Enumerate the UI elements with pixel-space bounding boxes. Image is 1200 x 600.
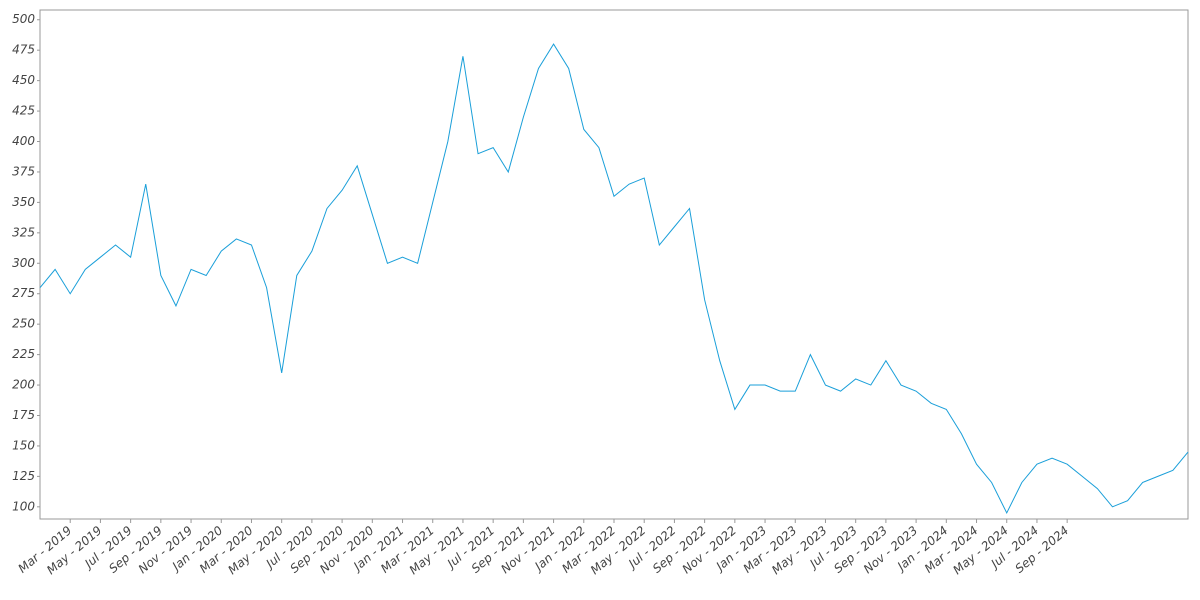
y-tick-label: 150	[12, 438, 35, 452]
y-tick-label: 500	[12, 12, 35, 26]
y-tick-label: 275	[12, 286, 35, 300]
plot-frame	[39, 9, 1189, 520]
line-series	[39, 43, 1189, 515]
y-tick-label: 450	[12, 73, 35, 87]
y-tick-label: 125	[12, 469, 35, 483]
y-tick-label: 100	[12, 499, 35, 513]
y-tick-label: 375	[12, 164, 35, 178]
y-tick-label: 350	[12, 195, 35, 209]
y-tick-label: 475	[12, 43, 35, 57]
y-tick-label: 325	[12, 225, 35, 239]
y-tick-label: 250	[12, 317, 35, 331]
y-tick-label: 225	[12, 347, 35, 361]
y-tick-label: 400	[12, 134, 35, 148]
y-tick-label: 300	[12, 256, 35, 270]
y-tick-label: 175	[12, 408, 35, 422]
y-tick-label: 425	[12, 104, 35, 118]
y-tick-label: 200	[12, 378, 35, 392]
